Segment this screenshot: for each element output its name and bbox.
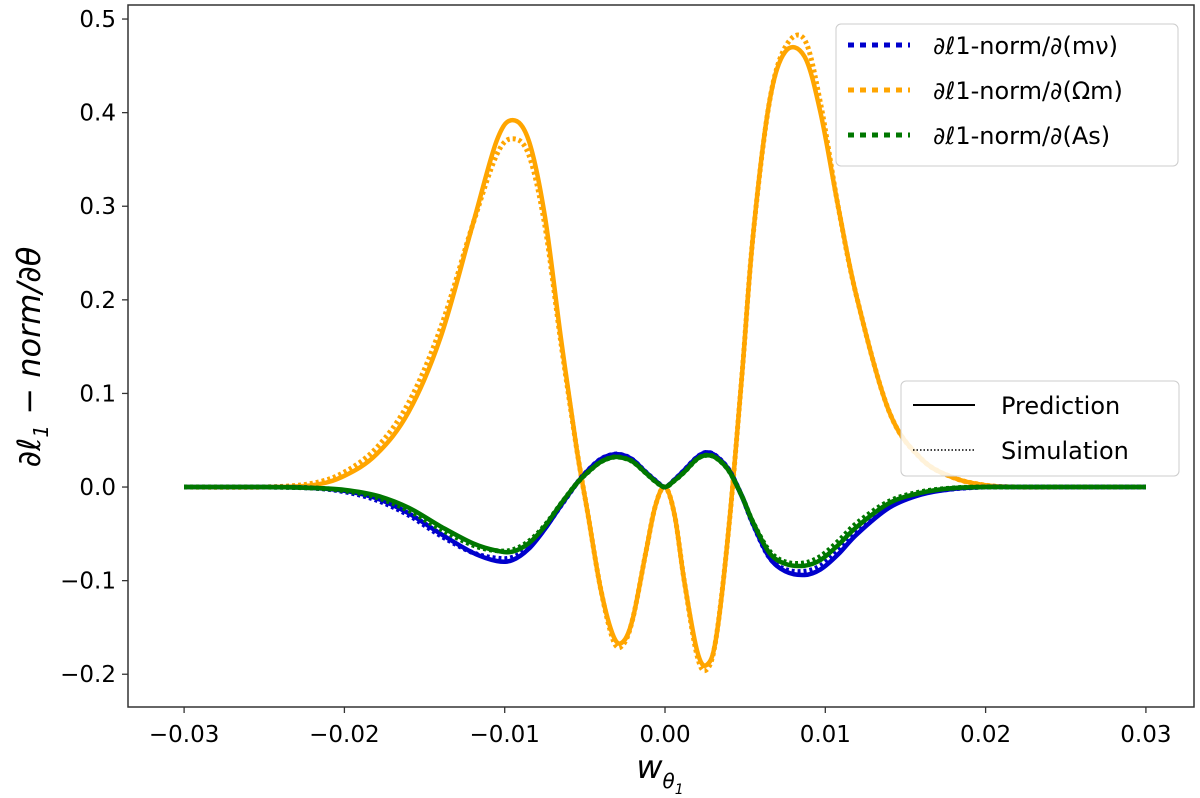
- series-layer: [184, 32, 1146, 674]
- plot-frame: [127, 4, 1195, 708]
- x-axis-ticks: −0.03 −0.02 −0.01 0.00 0.01 0.02 0.03: [149, 707, 1172, 748]
- x-tick-label: −0.01: [469, 722, 539, 748]
- y-axis-label: ∂ℓ1 − norm/∂θ: [10, 247, 53, 468]
- legend-series-label: ∂ℓ1-norm/∂(Ωm): [933, 77, 1123, 105]
- y-tick-label: 0.0: [79, 475, 116, 501]
- y-tick-label: −0.1: [60, 569, 116, 595]
- y-tick-label: 0.3: [79, 194, 116, 220]
- legend-style-label: Simulation: [1001, 437, 1129, 465]
- y-tick-label: 0.5: [79, 7, 116, 33]
- y-axis-ticks: −0.2 −0.1 0.0 0.1 0.2 0.3 0.4 0.5: [60, 7, 128, 688]
- series-line-1: [184, 32, 1146, 674]
- legend-series-label: ∂ℓ1-norm/∂(mν): [933, 32, 1118, 60]
- x-tick-label: 0.02: [960, 722, 1011, 748]
- legend-style-label: Prediction: [1001, 392, 1120, 420]
- y-tick-label: 0.4: [79, 101, 116, 127]
- x-tick-label: 0.00: [639, 722, 690, 748]
- x-tick-label: 0.03: [1120, 722, 1171, 748]
- series-line-5: [184, 452, 1146, 567]
- y-tick-label: 0.1: [79, 381, 116, 407]
- y-tick-label: −0.2: [60, 662, 116, 688]
- x-tick-label: −0.03: [149, 722, 219, 748]
- legend-series-label: ∂ℓ1-norm/∂(As): [933, 122, 1110, 150]
- x-tick-label: 0.01: [800, 722, 851, 748]
- x-tick-label: −0.02: [309, 722, 379, 748]
- legend-style: Prediction Simulation: [900, 380, 1180, 477]
- x-axis-label: wθ1: [636, 748, 683, 794]
- y-tick-label: 0.2: [79, 288, 116, 314]
- legend-series: ∂ℓ1-norm/∂(mν) ∂ℓ1-norm/∂(Ωm) ∂ℓ1-norm/∂(A…: [835, 23, 1179, 167]
